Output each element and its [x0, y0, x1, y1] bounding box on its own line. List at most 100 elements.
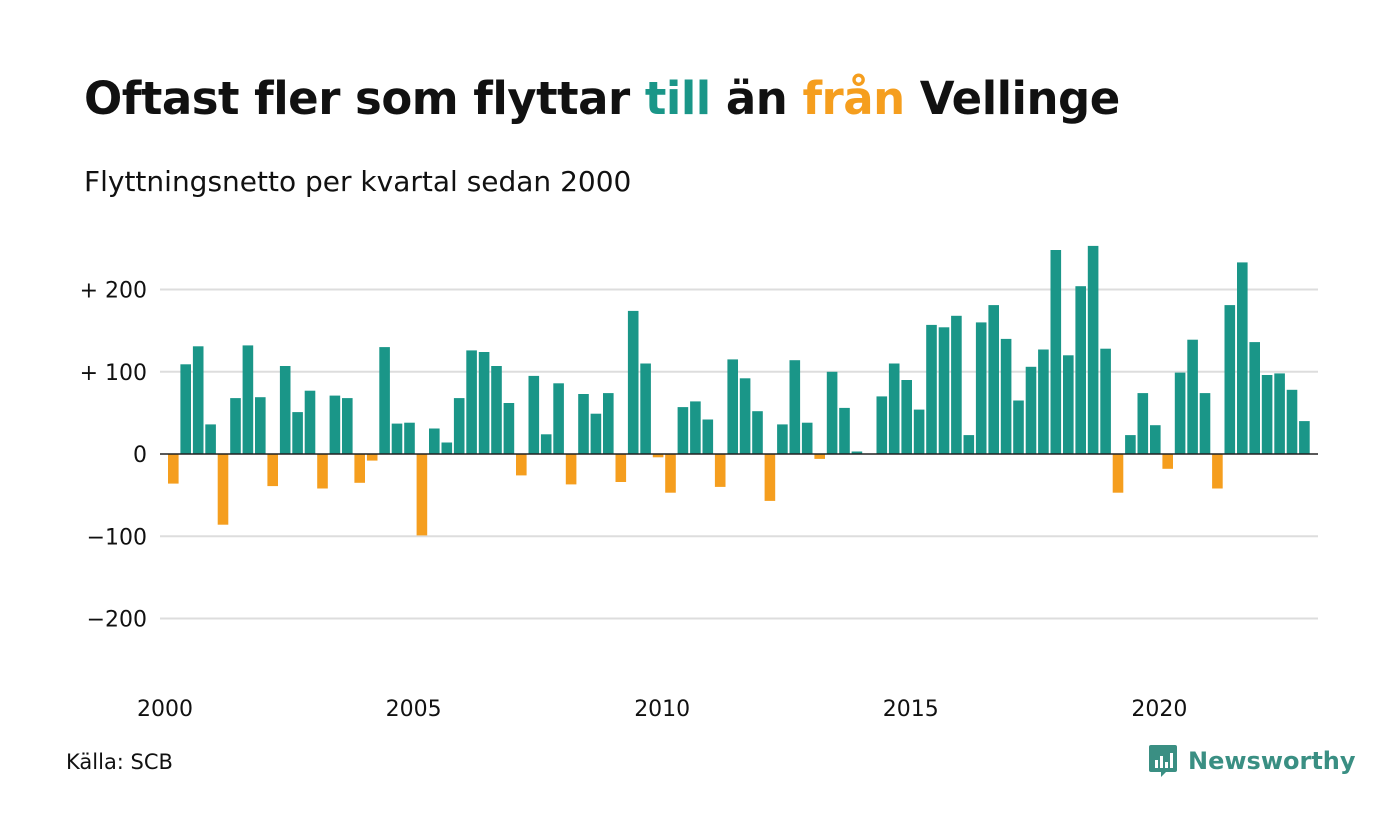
bar [354, 454, 365, 483]
bar [1125, 435, 1136, 454]
bar [1261, 375, 1273, 454]
bar [1274, 373, 1285, 454]
bar [777, 424, 788, 454]
bar [814, 454, 825, 459]
bar [1224, 305, 1236, 454]
bar [255, 397, 266, 454]
bar [1025, 366, 1037, 454]
bar [192, 346, 204, 454]
bar [1112, 454, 1124, 493]
bar [1162, 454, 1173, 469]
bar [379, 347, 390, 454]
bar [1050, 250, 1062, 454]
bar [416, 454, 428, 536]
chart-subtitle: Flyttningsnetto per kvartal sedan 2000 [84, 165, 632, 198]
y-tick-label: −100 [87, 525, 147, 550]
bar [429, 428, 440, 454]
bar [963, 435, 975, 454]
bar [888, 363, 900, 454]
bar [1249, 342, 1260, 454]
bar [317, 454, 328, 489]
bar [578, 394, 589, 454]
bar [789, 360, 801, 454]
bar [1286, 389, 1298, 454]
bar [926, 324, 937, 454]
bar [267, 454, 278, 487]
bar [714, 454, 726, 487]
bar [665, 454, 676, 493]
grid-lines [160, 288, 1318, 620]
bar [851, 451, 863, 454]
bar [590, 413, 602, 454]
bar [690, 401, 701, 454]
bar [503, 403, 515, 454]
bar [801, 422, 813, 454]
bar [292, 412, 303, 454]
bar [876, 396, 888, 454]
bar [627, 310, 639, 454]
bar [441, 442, 453, 454]
bar [1087, 245, 1099, 454]
brand-name: Newsworthy [1188, 747, 1356, 775]
bar [553, 383, 564, 454]
title-part-2: än [710, 72, 803, 125]
bar [205, 424, 216, 454]
bar [1237, 262, 1248, 454]
bar [652, 454, 664, 458]
bar [603, 393, 614, 454]
title-part-1: Oftast fler som flyttar [84, 72, 645, 125]
bar [466, 350, 477, 454]
bar [1187, 339, 1198, 454]
bar [727, 359, 738, 454]
bar [1199, 393, 1211, 454]
bar [677, 407, 689, 454]
bar [242, 345, 254, 454]
bar [1100, 348, 1111, 454]
bar [565, 454, 577, 485]
title-till: till [644, 72, 711, 125]
bar [279, 366, 291, 454]
bar [1150, 425, 1161, 454]
bar [391, 423, 403, 454]
bar [739, 378, 751, 454]
bar [168, 454, 179, 484]
source-note: Källa: SCB [66, 750, 173, 774]
y-tick-label: −200 [87, 608, 147, 633]
bar [540, 434, 552, 454]
bar [478, 352, 490, 454]
bar [453, 398, 465, 454]
bar [217, 454, 229, 525]
x-tick-label: 2015 [883, 697, 939, 722]
bar [988, 305, 999, 454]
bar [752, 411, 763, 454]
bar [404, 422, 415, 454]
brand-logo: Newsworthy [1148, 744, 1356, 778]
y-axis-ticks: + 200 + 100 0 −100 −200 [80, 279, 147, 633]
bar [342, 398, 353, 454]
bar [702, 419, 714, 454]
bar [491, 366, 502, 454]
bar [901, 380, 912, 454]
bar [1137, 393, 1149, 454]
bar [304, 390, 316, 454]
bar [180, 364, 191, 454]
bar [1174, 372, 1186, 454]
bars [168, 245, 1310, 536]
bar [1212, 454, 1223, 489]
y-tick-label: + 100 [80, 361, 147, 386]
bar [1038, 349, 1049, 454]
x-axis-ticks: 2000 2005 2010 2015 2020 [137, 697, 1187, 722]
bar [938, 327, 950, 454]
bar [951, 315, 962, 454]
bar [913, 409, 925, 454]
bar [1075, 286, 1086, 454]
x-tick-label: 2000 [137, 697, 193, 722]
bar [230, 398, 241, 454]
bar [528, 375, 540, 454]
bar [1000, 338, 1012, 455]
y-tick-label: + 200 [80, 279, 147, 304]
x-tick-label: 2005 [386, 697, 442, 722]
chart-title: Oftast fler som flyttar till än från Vel… [84, 72, 1120, 125]
y-tick-label: 0 [133, 443, 147, 468]
